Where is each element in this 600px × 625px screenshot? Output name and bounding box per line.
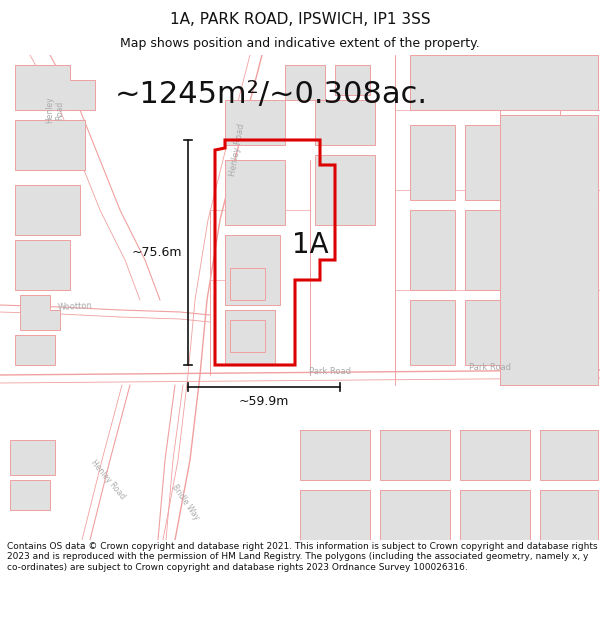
Polygon shape [410, 210, 455, 290]
Polygon shape [475, 65, 530, 110]
Polygon shape [520, 210, 565, 290]
Polygon shape [410, 65, 465, 110]
Polygon shape [230, 320, 265, 352]
Polygon shape [225, 160, 285, 225]
Polygon shape [230, 268, 265, 300]
Polygon shape [15, 240, 70, 290]
Polygon shape [500, 115, 598, 385]
Polygon shape [225, 310, 275, 365]
Text: 1A: 1A [292, 231, 328, 259]
Text: ~75.6m: ~75.6m [131, 246, 182, 259]
Polygon shape [10, 440, 55, 475]
Polygon shape [15, 335, 55, 365]
Polygon shape [15, 120, 85, 170]
Polygon shape [315, 155, 375, 225]
Polygon shape [15, 185, 80, 235]
Polygon shape [380, 430, 450, 480]
Polygon shape [575, 125, 598, 200]
Polygon shape [520, 125, 565, 200]
Polygon shape [10, 480, 50, 510]
Polygon shape [410, 55, 598, 110]
Polygon shape [540, 430, 598, 480]
Polygon shape [285, 65, 325, 100]
Text: Park Road: Park Road [469, 364, 511, 372]
Polygon shape [300, 490, 370, 540]
Polygon shape [540, 65, 595, 110]
Polygon shape [460, 430, 530, 480]
Text: Bridle Way: Bridle Way [170, 482, 200, 521]
Polygon shape [460, 490, 530, 540]
Polygon shape [410, 300, 455, 365]
Polygon shape [225, 100, 285, 145]
Text: Contains OS data © Crown copyright and database right 2021. This information is : Contains OS data © Crown copyright and d… [7, 542, 598, 571]
Text: ~1245m²/~0.308ac.: ~1245m²/~0.308ac. [115, 81, 428, 109]
Polygon shape [465, 125, 510, 200]
Polygon shape [300, 430, 370, 480]
Text: Henley
Road: Henley Road [46, 97, 65, 123]
Polygon shape [465, 210, 510, 290]
Polygon shape [575, 210, 598, 290]
Text: Wootton: Wootton [57, 302, 93, 312]
Polygon shape [380, 490, 450, 540]
Text: 1A, PARK ROAD, IPSWICH, IP1 3SS: 1A, PARK ROAD, IPSWICH, IP1 3SS [170, 12, 430, 27]
Polygon shape [315, 100, 375, 145]
Text: Map shows position and indicative extent of the property.: Map shows position and indicative extent… [120, 38, 480, 51]
Polygon shape [15, 65, 95, 110]
Polygon shape [465, 300, 510, 365]
Text: Henley Road: Henley Road [228, 123, 246, 177]
Polygon shape [225, 235, 280, 305]
Text: Park Road: Park Road [309, 368, 351, 376]
Text: ~59.9m: ~59.9m [239, 395, 289, 408]
Polygon shape [410, 125, 455, 200]
Polygon shape [540, 490, 598, 540]
Polygon shape [520, 300, 565, 365]
Polygon shape [335, 65, 370, 95]
Text: Henley Road: Henley Road [89, 459, 127, 501]
Polygon shape [20, 295, 60, 330]
